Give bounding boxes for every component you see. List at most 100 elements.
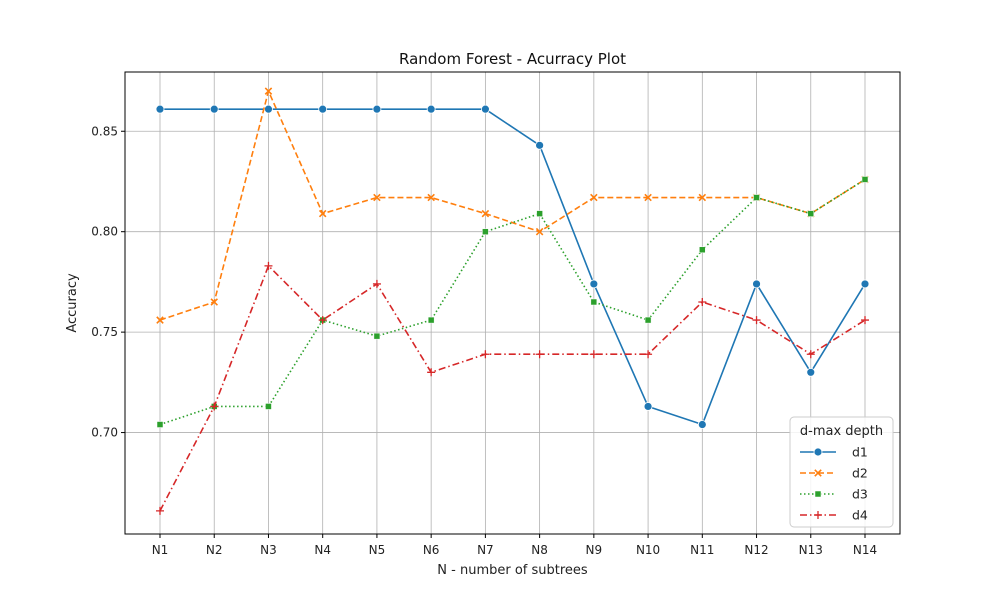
data-point-d1 [589,279,599,289]
series-line-d3 [159,178,866,426]
y-tick-label: 0.80 [91,225,118,239]
data-point-d2 [481,209,490,218]
series-layer [155,87,870,515]
data-point-d3 [482,228,489,235]
data-point-d1 [318,104,328,114]
data-point-d3 [590,298,598,306]
legend-label-d3: d3 [852,487,868,502]
legend-items: d1 d2 d3 d4 [800,445,868,523]
series-d2 [156,87,869,324]
legend-box [789,416,894,528]
data-point-d3 [699,246,706,254]
data-point-d3 [861,176,869,183]
legend-label-d2: d2 [852,466,868,481]
legend-item-d4: d4 [800,508,868,523]
data-point-d4 [156,506,164,515]
grid-lines [125,72,900,534]
data-point-d4 [481,350,490,359]
data-point-d1 [426,104,436,114]
x-tick-label: N9 [586,543,603,557]
x-tick-label: N13 [799,543,823,557]
data-point-d3 [644,316,652,324]
data-point-d3 [536,210,543,217]
series-line-d1 [160,108,866,426]
x-tick-label: N8 [531,543,548,557]
data-point-d4 [372,279,381,288]
x-tick-label: N3 [260,543,277,557]
legend-item-d3: d3 [800,487,868,502]
x-tick-label: N6 [423,543,440,557]
series-d3 [156,176,869,428]
data-point-d4 [318,316,327,325]
data-point-d2 [535,227,544,236]
x-tick-label: N4 [314,543,331,557]
data-point-d1 [372,104,382,114]
data-point-d2 [318,209,327,218]
data-point-d4 [806,350,815,359]
y-tick-label: 0.85 [91,124,118,138]
chart-title: Random Forest - Acurracy Plot [399,50,626,68]
data-point-d4 [752,316,761,325]
data-point-d4 [589,350,598,359]
series-line-d4 [159,265,866,512]
data-point-d3 [373,332,381,340]
data-point-d4 [264,261,273,270]
legend-marker-d1 [813,447,823,457]
legend-item-d1: d1 [800,445,868,460]
x-tick-label: N11 [690,543,714,557]
legend-marker-d3 [814,490,822,498]
x-tick-label: N10 [636,543,660,557]
data-point-d1 [643,402,653,411]
data-point-d4 [535,350,544,359]
y-tick-label: 0.75 [91,325,118,339]
data-point-d1 [860,279,870,289]
data-point-d1 [535,140,545,150]
legend-label-d4: d4 [852,508,868,523]
series-line-d2 [159,90,866,321]
x-tick-label: N2 [206,543,223,557]
data-point-d2 [373,193,381,202]
data-point-d3 [156,421,164,428]
data-point-d1 [752,279,761,289]
data-point-d4 [427,368,436,377]
data-point-d2 [698,193,707,202]
data-point-d2 [156,316,164,324]
legend-item-d2: d2 [800,466,868,481]
legend-label-d1: d1 [852,445,868,460]
data-point-d4 [861,316,869,325]
data-point-d3 [427,316,435,324]
legend-marker-d4 [814,511,822,519]
data-point-d1 [264,104,273,114]
legend-title: d-max depth [800,424,883,439]
x-tick-label: N5 [369,543,386,557]
legend: d-max depth d1 d2 d3 d4 [789,416,894,528]
data-point-d2 [644,193,652,202]
data-point-d1 [155,104,165,114]
legend-marker-d2 [814,469,822,477]
data-point-d2 [264,87,273,95]
data-point-d4 [644,350,653,359]
y-axis-label: Accuracy [65,273,80,333]
data-point-d2 [590,193,598,202]
data-point-d4 [210,402,219,411]
x-tick-label: N7 [477,543,494,557]
data-point-d1 [697,420,707,429]
data-point-d3 [807,210,815,217]
y-tick-label: 0.70 [91,426,118,440]
series-d4 [156,261,869,515]
series-d1 [155,104,870,429]
data-point-d4 [698,297,707,306]
x-tick-label: N14 [853,543,877,557]
data-point-d1 [806,367,816,377]
x-tick-label: N1 [152,543,169,557]
data-point-d3 [265,403,272,410]
plot-frame [124,71,901,535]
x-axis-label: N - number of subtrees [437,563,588,578]
data-point-d1 [209,104,219,114]
data-point-d3 [753,194,760,201]
data-point-d2 [210,298,218,306]
x-tick-label: N12 [744,543,768,557]
axis-ticks: N1 N2 N3 N4 N5 N6 N7 N8 N9 N10 N11 N12 N13 N14 0.70 0.7… [91,124,877,557]
